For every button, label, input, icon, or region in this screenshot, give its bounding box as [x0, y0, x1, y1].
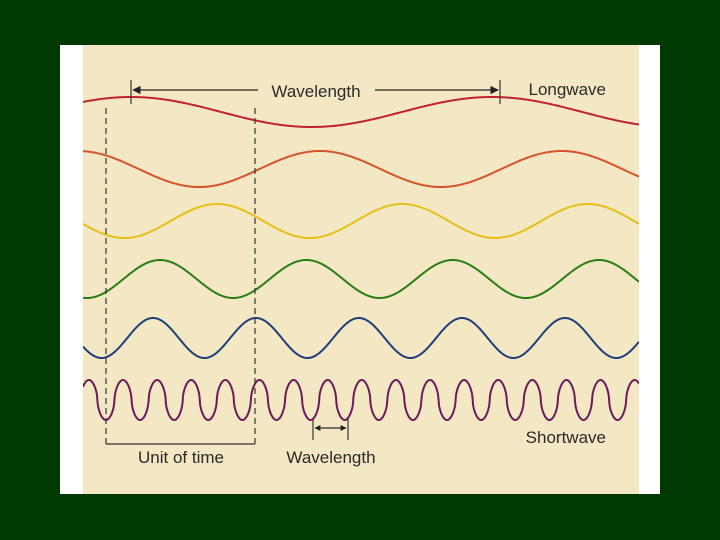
- bottom-wavelength-label: Wavelength: [286, 448, 375, 467]
- yellow-wave: [83, 203, 639, 239]
- waves: [83, 96, 639, 422]
- purple-wave: [83, 378, 639, 422]
- red-wave: [83, 96, 639, 128]
- blue-wave: [83, 316, 639, 360]
- orange-wave: [83, 150, 639, 188]
- shortwave-label: Shortwave: [526, 428, 606, 447]
- top-wavelength-label: Wavelength: [271, 82, 360, 101]
- unit-of-time-label: Unit of time: [138, 448, 224, 467]
- longwave-label: Longwave: [528, 80, 606, 99]
- wavelength-diagram: Wavelength Longwave Unit of time Wavelen…: [83, 45, 639, 494]
- green-wave: [83, 259, 639, 299]
- diagram-panel: [83, 45, 639, 494]
